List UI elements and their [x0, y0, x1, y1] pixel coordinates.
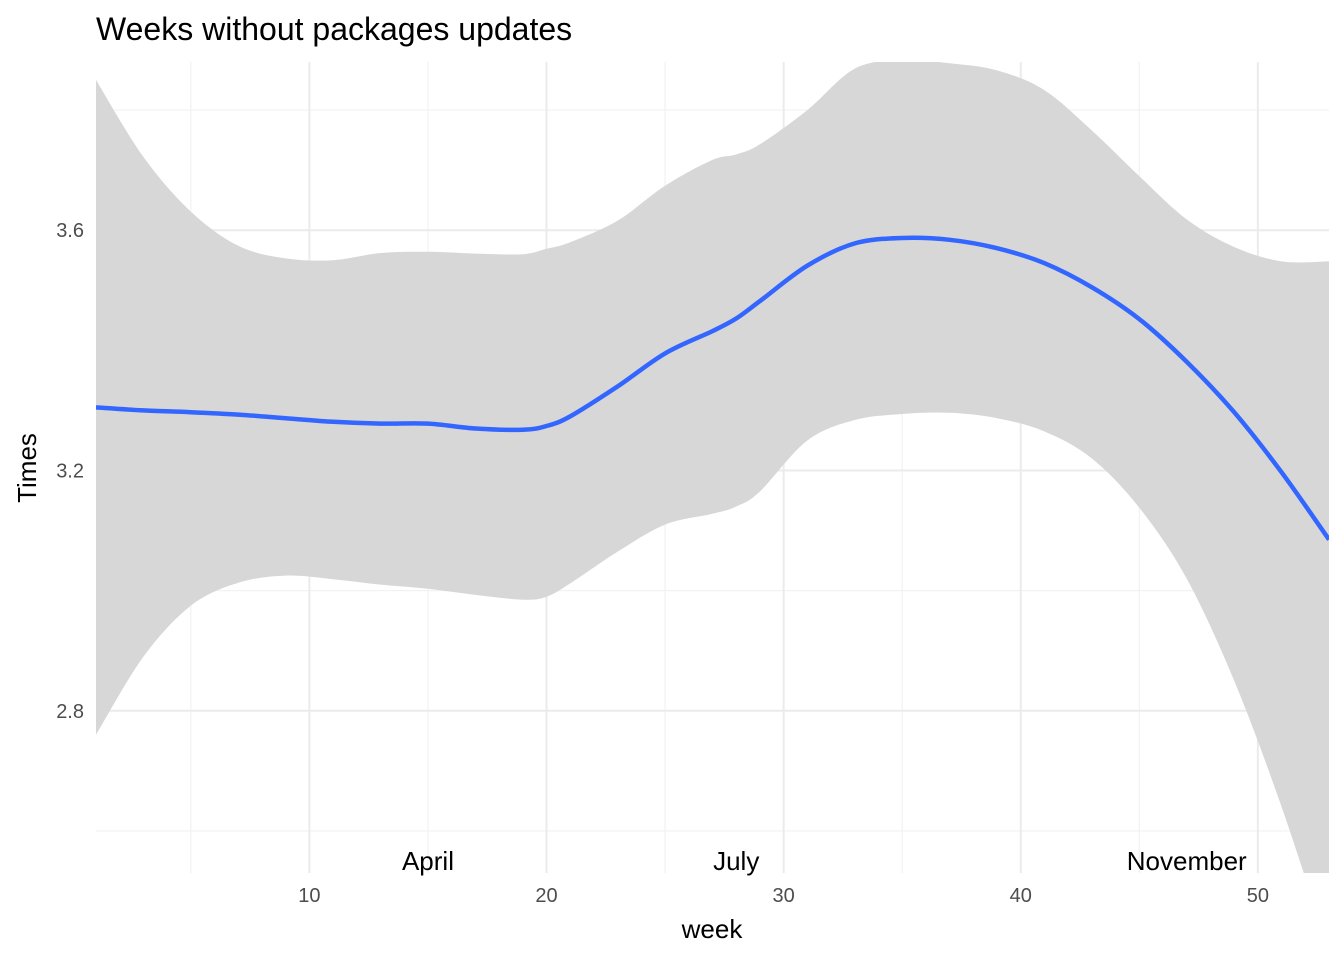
y-tick-label-3.2: 3.2 [56, 461, 84, 483]
confidence-band [96, 62, 1329, 873]
y-tick-label-2.8: 2.8 [56, 701, 84, 723]
annotation-april: April [402, 846, 454, 876]
x-tick-label-30: 30 [773, 885, 795, 907]
y-axis-ticks: 2.8 3.2 3.6 [56, 220, 84, 723]
x-axis-title: week [681, 914, 744, 944]
annotation-november: November [1127, 846, 1247, 876]
x-tick-label-40: 40 [1010, 885, 1032, 907]
month-annotations: April July November [402, 846, 1247, 876]
annotation-july: July [713, 846, 759, 876]
y-axis-title: Times [12, 433, 42, 503]
chart-title: Weeks without packages updates [96, 11, 572, 47]
smooth-line [96, 235, 1329, 541]
x-tick-label-20: 20 [535, 885, 557, 907]
x-axis-ticks: 10 20 30 40 50 [298, 885, 1269, 907]
x-tick-label-10: 10 [298, 885, 320, 907]
plot-area: April July November [96, 62, 1329, 876]
y-tick-label-3.6: 3.6 [56, 220, 84, 242]
x-tick-label-50: 50 [1247, 885, 1269, 907]
